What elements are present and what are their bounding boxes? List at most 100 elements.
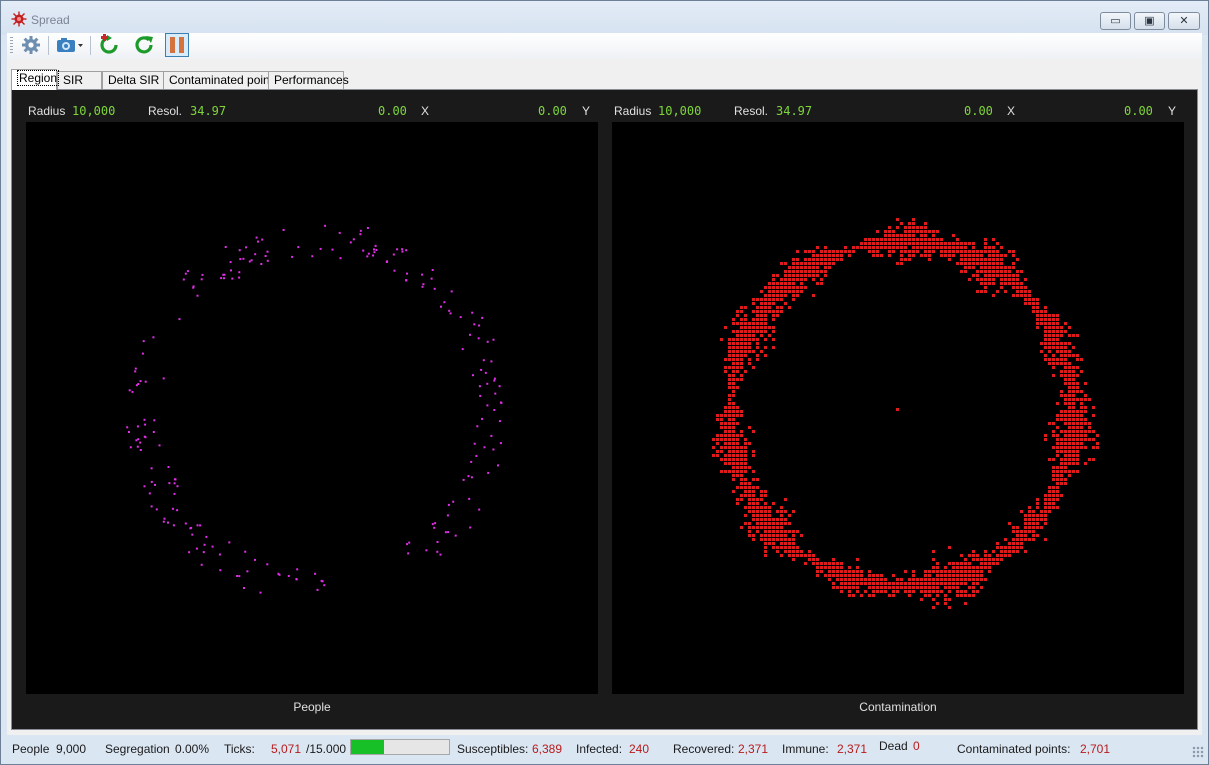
person-dot [144,423,147,426]
contaminated-cell [856,570,859,573]
person-dot [478,385,481,388]
contaminated-cell [1052,490,1055,493]
susceptibles-label: Susceptibles: [457,742,529,756]
contaminated-cell [1060,370,1063,373]
people-canvas[interactable] [26,122,598,694]
contaminated-cell [1064,458,1067,461]
contaminated-cell [848,570,851,573]
contaminated-cell [820,250,823,253]
contaminated-cell [892,246,895,249]
contamination-canvas[interactable] [612,122,1184,694]
contaminated-cell [1076,454,1079,457]
person-dot [392,253,395,256]
contaminated-cell [748,506,751,509]
tab-delta-sir[interactable]: Delta SIR [102,71,164,89]
contaminated-cell [832,574,835,577]
contaminated-cell [800,282,803,285]
contaminated-cell [964,594,967,597]
infected-label: Infected: [576,742,623,756]
contaminated-cell [932,582,935,585]
toolbar-grip[interactable] [10,37,13,55]
contaminated-cell [1084,438,1087,441]
contaminated-cell [1024,514,1027,517]
contaminated-cell [812,562,815,565]
person-dot [486,404,489,407]
contaminated-cell [964,266,967,269]
tab-performances[interactable]: Performances [268,71,349,89]
contaminated-cell [956,594,959,597]
contaminated-cell [780,262,783,265]
contaminated-cell [996,542,999,545]
contaminated-cell [1040,310,1043,313]
tab-contaminated-points[interactable]: Contaminated points [163,71,279,89]
person-dot [189,527,192,530]
contaminated-cell [860,242,863,245]
title-bar[interactable]: Spread ▭ ▣ ✕ [1,1,1208,35]
contaminated-cell [1020,282,1023,285]
contaminated-cell [1028,530,1031,533]
contaminated-cell [972,254,975,257]
contaminated-cell [820,262,823,265]
tab-region[interactable]: Region [11,69,60,90]
contaminated-cell [728,402,731,405]
contaminated-cell [744,462,747,465]
contaminated-cell [1024,538,1027,541]
contaminated-cell [1064,342,1067,345]
contaminated-cell [988,570,991,573]
resolution-value: 34.97 [776,104,813,118]
contaminated-cell [988,562,991,565]
contaminated-cell [756,330,759,333]
contaminated-cell [1048,486,1051,489]
contaminated-cell [720,422,723,425]
camera-button[interactable] [55,33,85,57]
tab-sir[interactable]: SIR [57,71,102,89]
contaminated-cell [960,566,963,569]
person-dot [497,464,499,467]
contaminated-cell [772,318,775,321]
contaminated-cell [1068,454,1071,457]
close-button[interactable]: ✕ [1168,12,1200,30]
contaminated-cell [1056,334,1059,337]
maximize-button[interactable]: ▣ [1134,12,1165,30]
contaminated-cell [720,458,723,461]
contaminated-cell [768,534,771,537]
restart-button[interactable] [97,33,121,57]
contaminated-cell [732,434,735,437]
contaminated-cell [836,574,839,577]
contaminated-cell [1028,514,1031,517]
contaminated-cell [752,310,755,313]
contaminated-cell [900,222,903,225]
contaminated-cell [744,314,747,317]
maximize-icon: ▣ [1144,15,1155,27]
contaminated-cell [732,366,735,369]
contaminated-cell [876,230,879,233]
contaminated-cell [952,566,955,569]
contaminated-cell [1044,518,1047,521]
contaminated-cell [1000,546,1003,549]
contaminated-cell [764,542,767,545]
contaminated-cell [948,586,951,589]
person-dot [436,541,439,543]
contaminated-cell [732,402,735,405]
refresh-button[interactable] [132,33,156,57]
minimize-button[interactable]: ▭ [1100,12,1131,30]
contaminated-cell [748,442,751,445]
contaminated-cell [828,574,831,577]
contaminated-cell [808,262,811,265]
contaminated-cell [740,322,743,325]
contaminated-cell [980,562,983,565]
contaminated-cell [1036,326,1039,329]
contaminated-cell [992,278,995,281]
contaminated-cell [880,574,883,577]
contaminated-cell [776,274,779,277]
settings-button[interactable] [19,33,43,57]
contaminated-cell [776,298,779,301]
resize-grip[interactable] [1192,746,1204,758]
contaminated-cell [1036,306,1039,309]
contaminated-cell [796,250,799,253]
contaminated-cell [824,250,827,253]
pause-button[interactable] [165,33,189,57]
contaminated-cell [792,294,795,297]
contaminated-cell [908,222,911,225]
contaminated-cell [716,418,719,421]
